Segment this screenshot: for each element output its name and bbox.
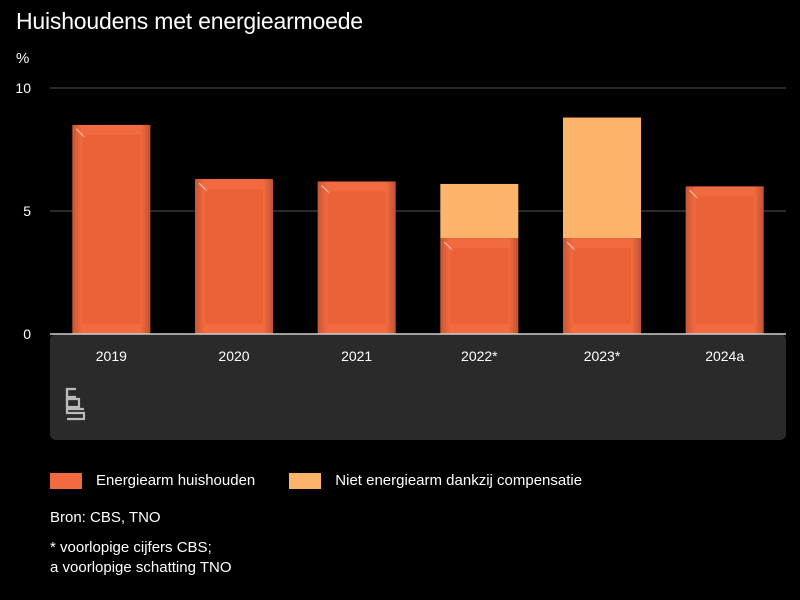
cbs-logo bbox=[65, 387, 86, 421]
footnote-voorlopig: * voorlopige cijfers CBS; bbox=[50, 539, 212, 556]
x-axis-panel bbox=[50, 334, 786, 440]
x-tick-label-2: 2021 bbox=[341, 348, 372, 364]
bar-energiearm-0 bbox=[72, 124, 151, 335]
bar-energiearm-4 bbox=[563, 238, 641, 334]
y-tick-label-0: 0 bbox=[23, 326, 31, 342]
legend-item-compensatie: Niet energiearm dankzij compensatie bbox=[289, 472, 582, 489]
y-axis-unit: % bbox=[16, 50, 30, 67]
legend-swatch-energiearm bbox=[50, 472, 82, 489]
source-note: Bron: CBS, TNO bbox=[50, 509, 161, 526]
bars bbox=[72, 117, 764, 335]
bar-energiearm-5 bbox=[685, 186, 764, 334]
footnote-schatting: a voorlopige schatting TNO bbox=[50, 559, 232, 576]
legend-label-compensatie: Niet energiearm dankzij compensatie bbox=[335, 472, 583, 489]
legend-swatch-compensatie bbox=[289, 472, 322, 489]
x-tick-label-3: 2022* bbox=[461, 348, 498, 364]
bar-energiearm-2 bbox=[317, 181, 396, 334]
chart-title: Huishoudens met energiearmoede bbox=[16, 8, 363, 34]
bar-compensatie-3 bbox=[440, 183, 519, 239]
bar-energiearm-1 bbox=[195, 179, 273, 334]
x-tick-label-1: 2020 bbox=[218, 348, 249, 364]
x-tick-label-0: 2019 bbox=[96, 348, 127, 364]
y-tick-label-5: 5 bbox=[23, 203, 31, 219]
y-tick-label-10: 10 bbox=[15, 80, 31, 96]
bar-energiearm-3 bbox=[440, 238, 519, 334]
bar-chart: 0 5 10 2019 2020 2021 2022* 2023* 2024a bbox=[15, 80, 786, 440]
x-tick-label-5: 2024a bbox=[705, 348, 744, 364]
legend-label-energiearm: Energiearm huishouden bbox=[96, 472, 256, 489]
legend-item-energiearm: Energiearm huishouden bbox=[50, 472, 255, 489]
bar-compensatie-4 bbox=[563, 117, 641, 239]
footnotes: * voorlopige cijfers CBS; a voorlopige s… bbox=[50, 538, 232, 578]
x-tick-label-4: 2023* bbox=[584, 348, 621, 364]
y-axis-ticks: 0 5 10 bbox=[15, 80, 31, 342]
x-axis-categories: 2019 2020 2021 2022* 2023* 2024a bbox=[96, 348, 745, 364]
legend: Energiearm huishouden Niet energiearm da… bbox=[50, 472, 616, 489]
gridlines bbox=[50, 87, 786, 212]
